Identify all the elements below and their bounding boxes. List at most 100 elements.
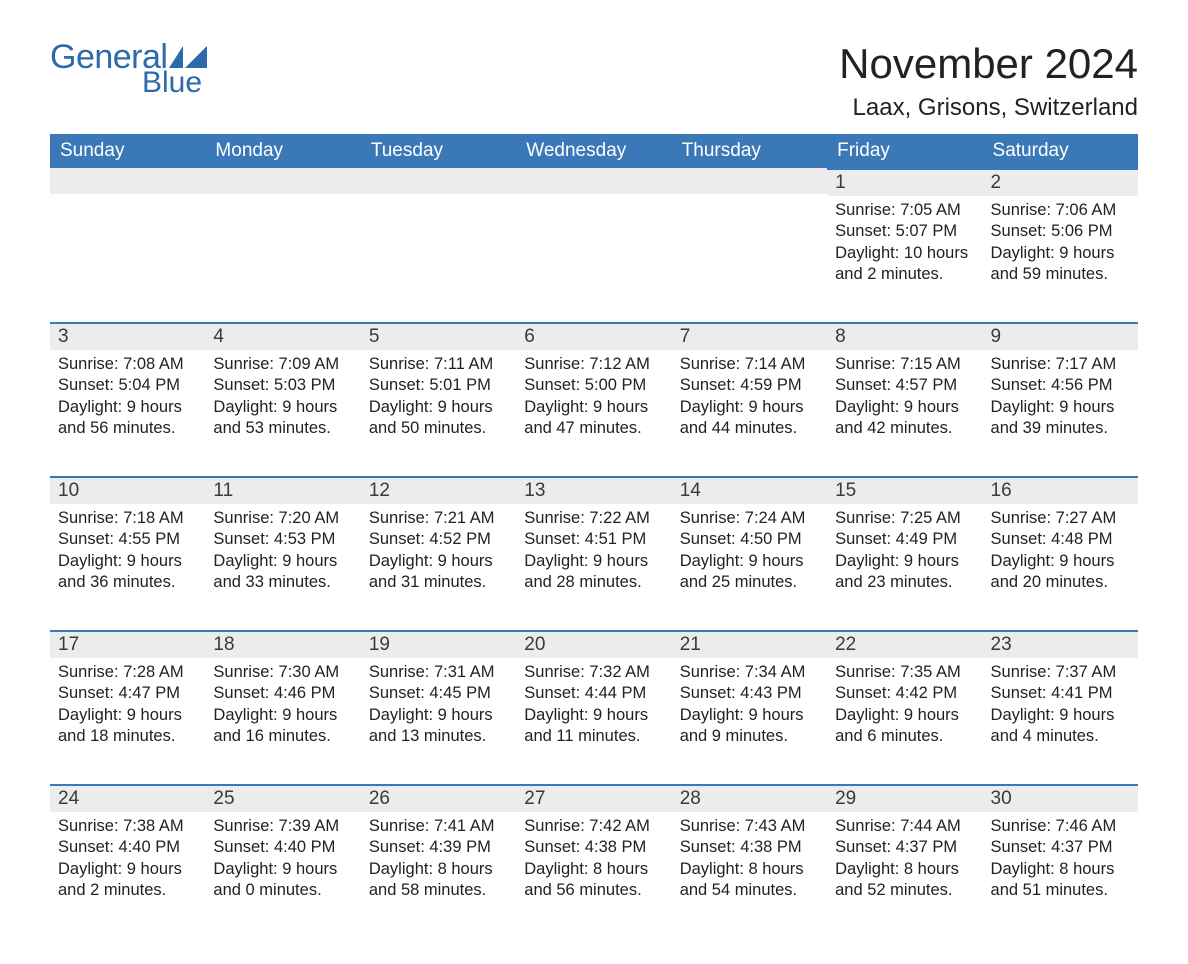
sunrise-line: Sunrise: 7:43 AM — [680, 816, 819, 837]
daylight-line: Daylight: 9 hours and 2 minutes. — [58, 859, 197, 902]
day-number: 1 — [827, 168, 982, 196]
daylight-line: Daylight: 9 hours and 6 minutes. — [835, 705, 974, 748]
daylight-line: Daylight: 9 hours and 31 minutes. — [369, 551, 508, 594]
week-spacer — [50, 452, 1138, 476]
sunrise-line: Sunrise: 7:25 AM — [835, 508, 974, 529]
day-number: 5 — [361, 322, 516, 350]
sunset-line: Sunset: 4:38 PM — [524, 837, 663, 858]
sunset-line: Sunset: 4:37 PM — [835, 837, 974, 858]
daylight-line: Daylight: 9 hours and 39 minutes. — [991, 397, 1130, 440]
sunrise-line: Sunrise: 7:22 AM — [524, 508, 663, 529]
day-number: 7 — [672, 322, 827, 350]
day-details: Sunrise: 7:38 AMSunset: 4:40 PMDaylight:… — [50, 812, 205, 910]
day-number: 11 — [205, 476, 360, 504]
daylight-line: Daylight: 9 hours and 23 minutes. — [835, 551, 974, 594]
sunset-line: Sunset: 4:51 PM — [524, 529, 663, 550]
week-spacer — [50, 298, 1138, 322]
day-number: 15 — [827, 476, 982, 504]
day-details: Sunrise: 7:05 AMSunset: 5:07 PMDaylight:… — [827, 196, 982, 294]
week-spacer — [50, 760, 1138, 784]
day-number: 23 — [983, 630, 1138, 658]
sunset-line: Sunset: 5:06 PM — [991, 221, 1130, 242]
day-number: 22 — [827, 630, 982, 658]
sunrise-line: Sunrise: 7:42 AM — [524, 816, 663, 837]
empty-day-bar — [516, 168, 671, 194]
day-details: Sunrise: 7:21 AMSunset: 4:52 PMDaylight:… — [361, 504, 516, 602]
calendar-day: 21Sunrise: 7:34 AMSunset: 4:43 PMDayligh… — [672, 630, 827, 760]
calendar-day: 15Sunrise: 7:25 AMSunset: 4:49 PMDayligh… — [827, 476, 982, 606]
daylight-line: Daylight: 9 hours and 18 minutes. — [58, 705, 197, 748]
calendar-day-empty — [516, 168, 671, 298]
calendar-table: SundayMondayTuesdayWednesdayThursdayFrid… — [50, 134, 1138, 914]
calendar-day: 12Sunrise: 7:21 AMSunset: 4:52 PMDayligh… — [361, 476, 516, 606]
daylight-line: Daylight: 9 hours and 56 minutes. — [58, 397, 197, 440]
day-details: Sunrise: 7:11 AMSunset: 5:01 PMDaylight:… — [361, 350, 516, 448]
sunrise-line: Sunrise: 7:44 AM — [835, 816, 974, 837]
day-number: 19 — [361, 630, 516, 658]
day-number: 3 — [50, 322, 205, 350]
sunrise-line: Sunrise: 7:15 AM — [835, 354, 974, 375]
sunrise-line: Sunrise: 7:17 AM — [991, 354, 1130, 375]
day-details: Sunrise: 7:31 AMSunset: 4:45 PMDaylight:… — [361, 658, 516, 756]
daylight-line: Daylight: 9 hours and 11 minutes. — [524, 705, 663, 748]
sunrise-line: Sunrise: 7:38 AM — [58, 816, 197, 837]
weekday-header: Tuesday — [361, 134, 516, 168]
sunset-line: Sunset: 4:38 PM — [680, 837, 819, 858]
sunrise-line: Sunrise: 7:37 AM — [991, 662, 1130, 683]
day-details: Sunrise: 7:20 AMSunset: 4:53 PMDaylight:… — [205, 504, 360, 602]
day-details: Sunrise: 7:39 AMSunset: 4:40 PMDaylight:… — [205, 812, 360, 910]
day-number: 14 — [672, 476, 827, 504]
sunset-line: Sunset: 5:04 PM — [58, 375, 197, 396]
calendar-day: 26Sunrise: 7:41 AMSunset: 4:39 PMDayligh… — [361, 784, 516, 914]
daylight-line: Daylight: 10 hours and 2 minutes. — [835, 243, 974, 286]
sunrise-line: Sunrise: 7:08 AM — [58, 354, 197, 375]
calendar-header-row: SundayMondayTuesdayWednesdayThursdayFrid… — [50, 134, 1138, 168]
calendar-day: 25Sunrise: 7:39 AMSunset: 4:40 PMDayligh… — [205, 784, 360, 914]
day-number: 17 — [50, 630, 205, 658]
month-title: November 2024 — [839, 40, 1138, 88]
location: Laax, Grisons, Switzerland — [839, 94, 1138, 122]
calendar-day: 11Sunrise: 7:20 AMSunset: 4:53 PMDayligh… — [205, 476, 360, 606]
day-number: 24 — [50, 784, 205, 812]
calendar-day: 3 Sunrise: 7:08 AMSunset: 5:04 PMDaylight… — [50, 322, 205, 452]
sunrise-line: Sunrise: 7:39 AM — [213, 816, 352, 837]
calendar-day-empty — [672, 168, 827, 298]
empty-day-bar — [205, 168, 360, 194]
day-details: Sunrise: 7:24 AMSunset: 4:50 PMDaylight:… — [672, 504, 827, 602]
title-block: November 2024 Laax, Grisons, Switzerland — [839, 40, 1138, 122]
day-details: Sunrise: 7:14 AMSunset: 4:59 PMDaylight:… — [672, 350, 827, 448]
sunset-line: Sunset: 4:39 PM — [369, 837, 508, 858]
weekday-header: Wednesday — [516, 134, 671, 168]
sunset-line: Sunset: 5:01 PM — [369, 375, 508, 396]
daylight-line: Daylight: 9 hours and 42 minutes. — [835, 397, 974, 440]
day-number: 6 — [516, 322, 671, 350]
daylight-line: Daylight: 9 hours and 50 minutes. — [369, 397, 508, 440]
calendar-week: 24Sunrise: 7:38 AMSunset: 4:40 PMDayligh… — [50, 784, 1138, 914]
calendar-day: 17Sunrise: 7:28 AMSunset: 4:47 PMDayligh… — [50, 630, 205, 760]
day-details: Sunrise: 7:37 AMSunset: 4:41 PMDaylight:… — [983, 658, 1138, 756]
daylight-line: Daylight: 9 hours and 53 minutes. — [213, 397, 352, 440]
day-details: Sunrise: 7:22 AMSunset: 4:51 PMDaylight:… — [516, 504, 671, 602]
day-number: 4 — [205, 322, 360, 350]
day-number: 21 — [672, 630, 827, 658]
day-number: 27 — [516, 784, 671, 812]
calendar-day: 22Sunrise: 7:35 AMSunset: 4:42 PMDayligh… — [827, 630, 982, 760]
day-details: Sunrise: 7:25 AMSunset: 4:49 PMDaylight:… — [827, 504, 982, 602]
calendar-day: 7Sunrise: 7:14 AMSunset: 4:59 PMDaylight… — [672, 322, 827, 452]
calendar-day: 2Sunrise: 7:06 AMSunset: 5:06 PMDaylight… — [983, 168, 1138, 298]
sunset-line: Sunset: 4:52 PM — [369, 529, 508, 550]
sunset-line: Sunset: 4:40 PM — [213, 837, 352, 858]
sunrise-line: Sunrise: 7:46 AM — [991, 816, 1130, 837]
day-number: 20 — [516, 630, 671, 658]
calendar-day: 27Sunrise: 7:42 AMSunset: 4:38 PMDayligh… — [516, 784, 671, 914]
logo: General Blue — [50, 40, 207, 98]
sunset-line: Sunset: 4:53 PM — [213, 529, 352, 550]
daylight-line: Daylight: 8 hours and 54 minutes. — [680, 859, 819, 902]
daylight-line: Daylight: 9 hours and 25 minutes. — [680, 551, 819, 594]
sunrise-line: Sunrise: 7:30 AM — [213, 662, 352, 683]
sunset-line: Sunset: 4:49 PM — [835, 529, 974, 550]
empty-day-bar — [50, 168, 205, 194]
calendar-day: 5Sunrise: 7:11 AMSunset: 5:01 PMDaylight… — [361, 322, 516, 452]
calendar-day: 14Sunrise: 7:24 AMSunset: 4:50 PMDayligh… — [672, 476, 827, 606]
calendar-day: 6Sunrise: 7:12 AMSunset: 5:00 PMDaylight… — [516, 322, 671, 452]
